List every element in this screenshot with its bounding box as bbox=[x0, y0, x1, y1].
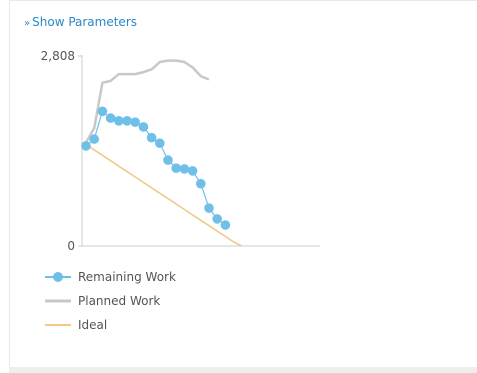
data-point-remaining-work[interactable] bbox=[122, 116, 132, 126]
data-point-remaining-work[interactable] bbox=[212, 214, 222, 224]
legend-item-planned-work[interactable]: Planned Work bbox=[45, 289, 176, 313]
legend-label-remaining-work: Remaining Work bbox=[78, 270, 176, 284]
data-point-remaining-work[interactable] bbox=[220, 220, 231, 230]
data-point-remaining-work[interactable] bbox=[81, 141, 91, 151]
panel-bottom-edge bbox=[9, 367, 477, 373]
data-point-remaining-work[interactable] bbox=[138, 122, 149, 132]
data-point-remaining-work[interactable] bbox=[97, 106, 108, 117]
show-parameters-toggle[interactable]: » Show Parameters bbox=[24, 15, 137, 31]
y-tick-label-max: 2,808 bbox=[41, 49, 75, 63]
data-point-remaining-work[interactable] bbox=[105, 113, 116, 123]
data-point-remaining-work[interactable] bbox=[196, 178, 206, 189]
series-line-ideal bbox=[85, 143, 243, 247]
data-point-remaining-work[interactable] bbox=[179, 164, 190, 174]
data-point-remaining-work[interactable] bbox=[130, 117, 140, 127]
data-point-remaining-work[interactable] bbox=[114, 116, 124, 126]
data-point-remaining-work[interactable] bbox=[146, 132, 157, 143]
chart-legend: Remaining Work Planned Work Ideal bbox=[45, 265, 176, 337]
data-point-remaining-work[interactable] bbox=[163, 155, 173, 165]
data-point-remaining-work[interactable] bbox=[171, 163, 181, 173]
show-parameters-label: Show Parameters bbox=[32, 15, 138, 29]
legend-swatch-planned-work bbox=[45, 299, 71, 303]
legend-swatch-ideal bbox=[45, 324, 71, 326]
double-chevron-down-icon: » bbox=[24, 18, 31, 29]
legend-label-planned-work: Planned Work bbox=[78, 294, 161, 308]
legend-item-remaining-work[interactable]: Remaining Work bbox=[45, 265, 176, 289]
data-point-remaining-work[interactable] bbox=[187, 166, 198, 176]
legend-item-ideal[interactable]: Ideal bbox=[45, 313, 176, 337]
data-point-remaining-work[interactable] bbox=[204, 203, 214, 213]
legend-label-ideal: Ideal bbox=[78, 318, 108, 332]
data-point-remaining-work[interactable] bbox=[89, 134, 99, 144]
series-line-planned-work bbox=[84, 59, 210, 144]
chart-panel bbox=[9, 0, 477, 367]
legend-swatch-remaining-work bbox=[45, 272, 71, 282]
y-tick-label-min: 0 bbox=[67, 239, 75, 253]
data-point-remaining-work[interactable] bbox=[155, 138, 165, 148]
